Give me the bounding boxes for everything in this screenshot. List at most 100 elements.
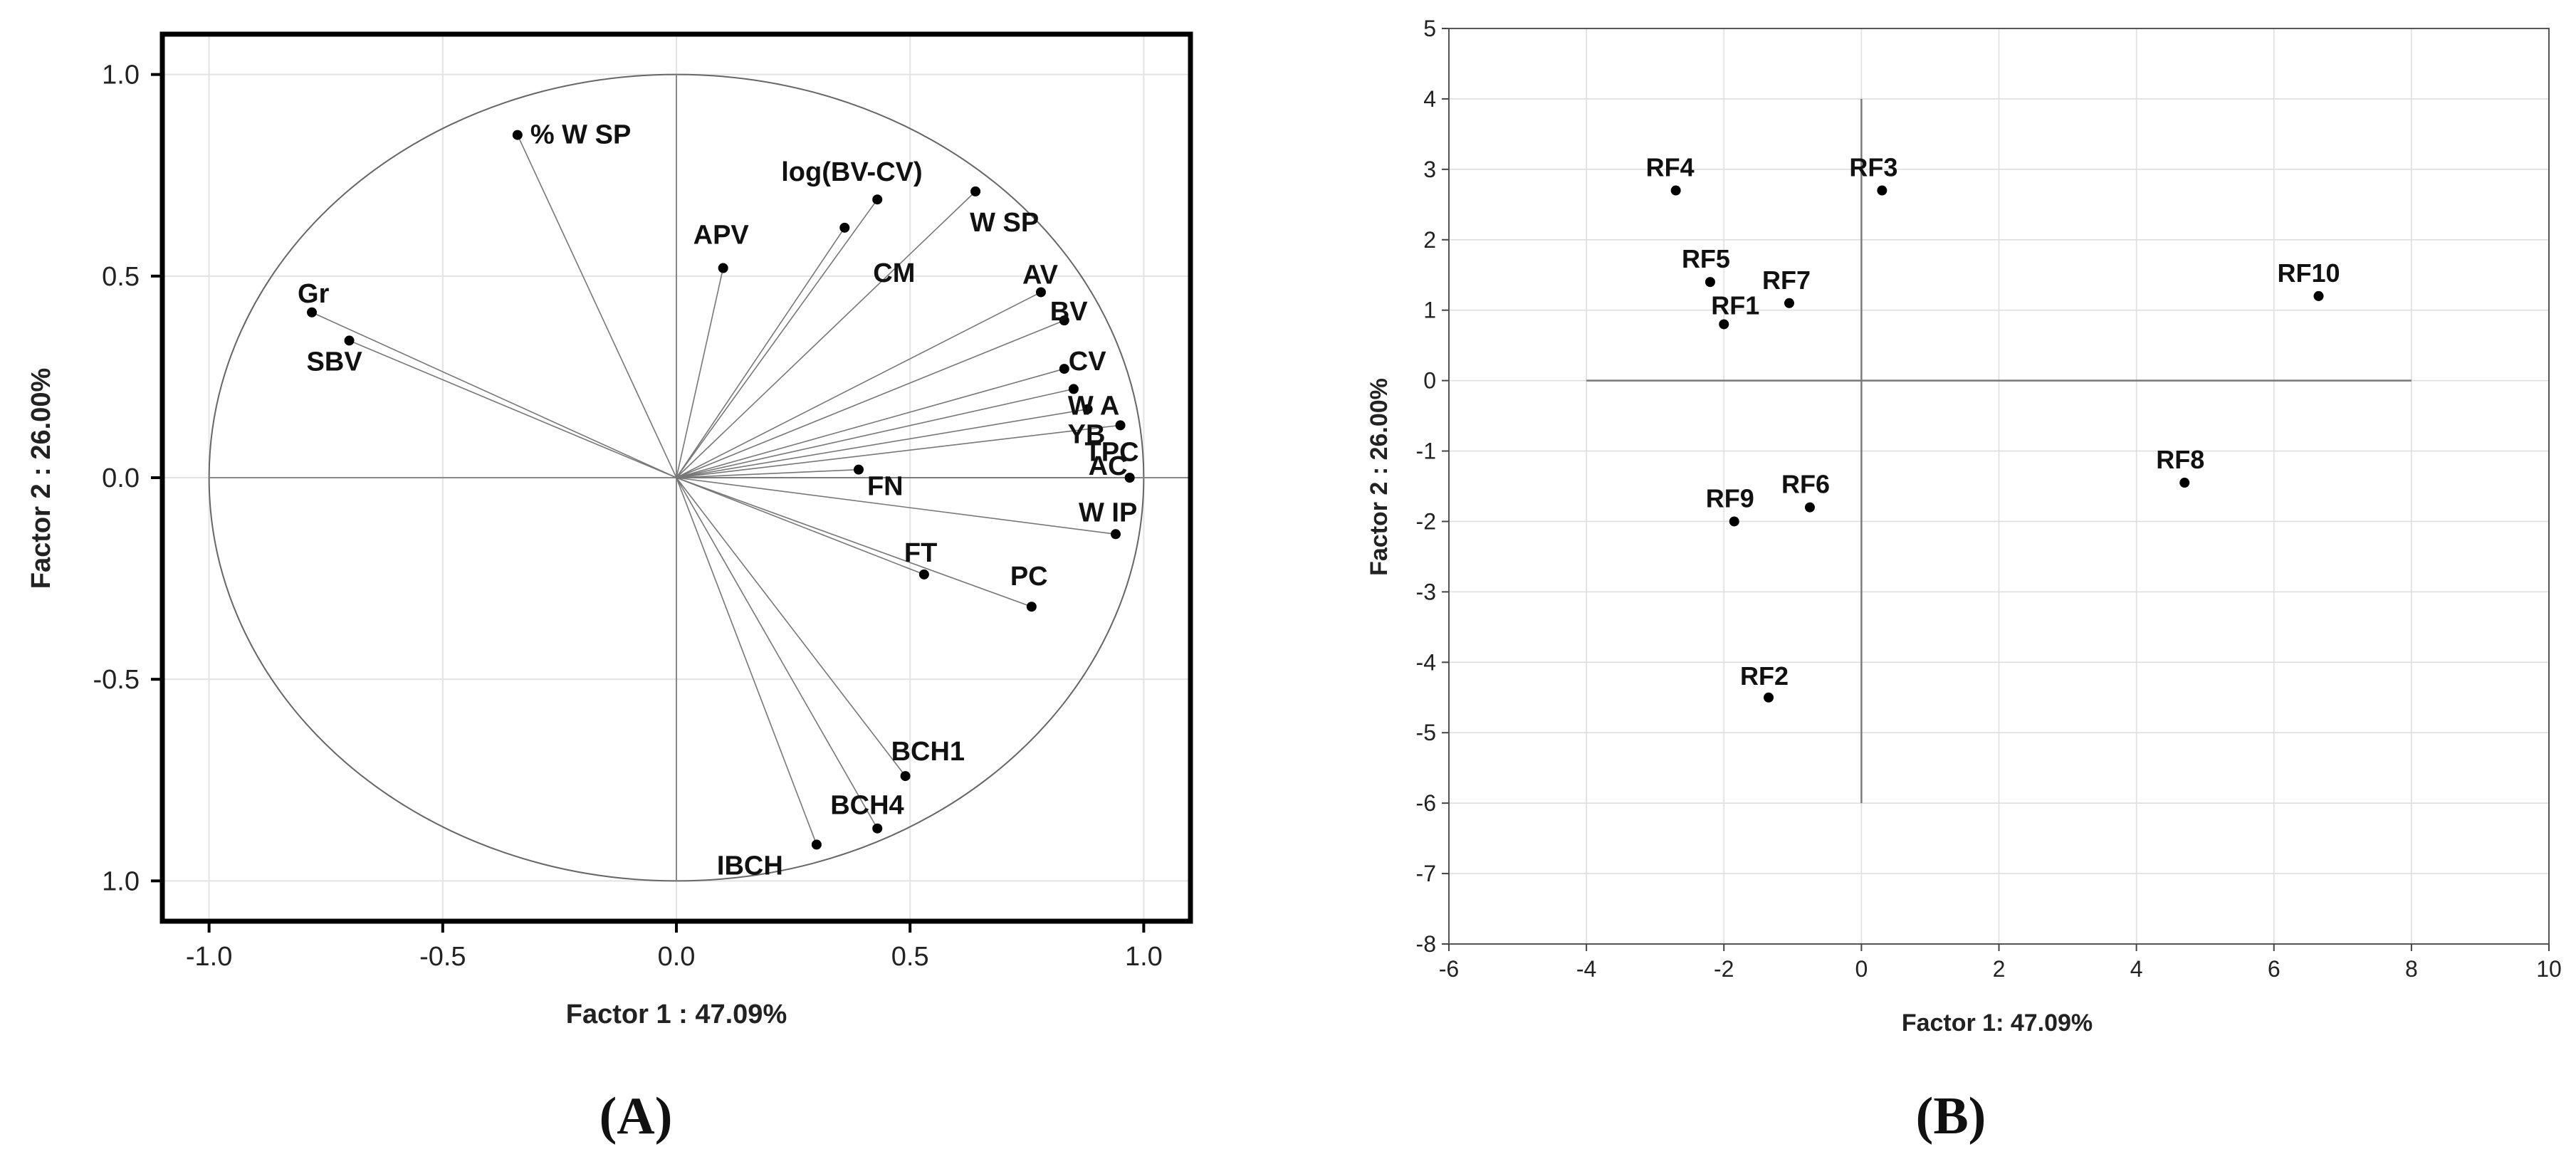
- panel-a-vector-ft: [676, 477, 925, 575]
- panel-a-y-tick-label: 0.5: [102, 262, 140, 292]
- panel-a-loading-plot: % W SP Gr SBV APV log(BV-CV) CM W SP AV BV CV W AY…: [26, 31, 1193, 1145]
- panel-a-point-bch1: [900, 771, 911, 782]
- panel-b-score-plot: RF1 RF2 RF3 RF4 RF5 RF6 RF7 RF8 RF9 RF10 -6 -4 -2 0 2…: [1366, 16, 2562, 1145]
- panel-a-vector-bch4: [676, 477, 878, 829]
- panel-b-label-rf3: RF3: [1849, 153, 1897, 182]
- panel-b-y-tick-label: 1: [1423, 298, 1436, 323]
- panel-a-point-wsp: [970, 186, 981, 196]
- panel-a-point-ft: [918, 569, 929, 579]
- panel-b-y-tick-label: 5: [1423, 16, 1436, 41]
- panel-a-loading-labels: % W SP Gr SBV APV log(BV-CV) CM W SP AV BV CV W AY…: [298, 120, 1139, 881]
- panel-a-label-yb: YB: [1068, 420, 1106, 450]
- panel-a-label-cm: CM: [873, 258, 915, 288]
- panel-b-label-rf10: RF10: [2278, 258, 2340, 288]
- panel-a-label-ft: FT: [904, 538, 937, 568]
- panel-b-score-labels: RF1 RF2 RF3 RF4 RF5 RF6 RF7 RF8 RF9 RF10: [1646, 153, 2340, 691]
- panel-a-point-apv: [718, 263, 728, 273]
- panel-b-label-rf1: RF1: [1711, 290, 1759, 320]
- panel-a-vector-cv: [676, 368, 1064, 478]
- panel-a-label-log-bv-cv-: log(BV-CV): [781, 157, 922, 187]
- panel-a-vector--wsp: [517, 135, 677, 478]
- panel-a-point-log-bv-cv-: [872, 194, 883, 205]
- panel-a-label-tpc: TPC: [1085, 437, 1139, 467]
- panel-a-point-tpc: [1115, 420, 1126, 431]
- panel-a-label-sbv: SBV: [307, 347, 363, 377]
- panel-a-vector-tpc: [676, 424, 1121, 478]
- panel-b-grid: [1448, 28, 2550, 945]
- panel-b-point-rf8: [2179, 478, 2190, 488]
- panel-a-vector-fn: [676, 468, 859, 478]
- panel-a-label-bch4: BCH4: [830, 791, 904, 821]
- panel-a-axis-ticks: -1.0 -0.5 0.0 0.5 1.0 1.0 0.5 0.0 -0.5 1.0: [93, 61, 1163, 972]
- panel-b-y-tick-label: -8: [1416, 931, 1436, 957]
- panel-b-label-rf8: RF8: [2156, 445, 2204, 474]
- panel-b-x-tick-label: -6: [1439, 956, 1459, 982]
- panel-a-y-tick-label: -0.5: [93, 665, 140, 695]
- panel-a-point-wa: [1068, 384, 1079, 394]
- panel-a-label-wsp: W SP: [970, 208, 1039, 238]
- panel-a-y-tick-label: 1.0: [102, 61, 140, 90]
- panel-b-point-rf9: [1729, 516, 1739, 527]
- panel-a-point-cv: [1059, 364, 1069, 374]
- panel-a-label-gr: Gr: [298, 279, 330, 309]
- panel-a-label-cv: CV: [1069, 347, 1106, 377]
- panel-a-label--wsp: % W SP: [530, 120, 631, 150]
- panel-b-x-axis-title: Factor 1: 47.09%: [1902, 1009, 2093, 1037]
- panel-b-x-tick-label: 10: [2536, 956, 2562, 982]
- panel-a-point-bch4: [872, 823, 883, 834]
- panel-a-point-av: [1035, 287, 1046, 298]
- panel-b-point-rf10: [2313, 290, 2324, 301]
- panel-a-x-axis-title: Factor 1 : 47.09%: [566, 1000, 787, 1029]
- panel-a-point-bv: [1059, 315, 1069, 326]
- panel-b-reference-lines: [1586, 98, 2412, 804]
- panel-a-point-ac: [1124, 473, 1135, 483]
- panel-a-label: (A): [600, 1087, 673, 1145]
- panel-a-label-bch1: BCH1: [891, 737, 965, 767]
- panel-a-label-ibch: IBCH: [717, 851, 783, 881]
- panel-a-label-wip: W IP: [1079, 498, 1137, 528]
- panel-b-y-tick-label: -4: [1416, 649, 1436, 675]
- panel-a-vector-cm: [676, 227, 845, 478]
- panel-b-label-rf6: RF6: [1781, 470, 1830, 499]
- panel-a-label-ac: AC: [1089, 451, 1128, 481]
- panel-b-y-axis-title: Factor 2 : 26.00%: [1366, 378, 1393, 576]
- panel-b-x-tick-label: 4: [2130, 956, 2143, 982]
- panel-b-y-tick-label: -7: [1416, 861, 1436, 886]
- panel-a-x-tick-label: 0.0: [658, 942, 696, 972]
- panel-a-vector-ibch: [676, 477, 817, 845]
- panel-a-point-sbv: [344, 335, 355, 346]
- panel-b-point-rf3: [1877, 185, 1888, 196]
- panel-b-y-tick-label: 4: [1423, 86, 1436, 112]
- panel-b-y-tick-label: -2: [1416, 508, 1436, 534]
- panel-b-y-tick-label: -5: [1416, 720, 1436, 745]
- panel-b-point-rf6: [1804, 502, 1815, 513]
- panel-b-score-points: [1670, 185, 2324, 703]
- panel-b-label-rf9: RF9: [1706, 483, 1754, 513]
- panel-b-label-rf5: RF5: [1682, 244, 1730, 273]
- panel-a-point-gr: [307, 307, 318, 318]
- panel-b-label-rf7: RF7: [1762, 266, 1811, 295]
- panel-a-label-wa: W A: [1068, 391, 1119, 421]
- panel-a-vector-bv: [676, 320, 1065, 478]
- panel-b-y-tick-label: 2: [1423, 227, 1436, 253]
- panel-a-x-tick-label: 0.5: [891, 942, 929, 972]
- panel-b-point-rf5: [1705, 277, 1715, 288]
- panel-b-point-rf2: [1764, 692, 1774, 703]
- panel-b-y-tick-label: -3: [1416, 579, 1436, 604]
- panel-b-x-tick-label: 2: [1993, 956, 2006, 982]
- panel-a-vector-yb: [676, 408, 1088, 478]
- panel-b-x-tick-label: 6: [2268, 956, 2281, 982]
- panel-b-x-tick-label: 0: [1855, 956, 1868, 982]
- panel-a-point-ibch: [811, 839, 822, 850]
- panel-a-point-fn: [853, 464, 864, 475]
- panel-b-x-tick-label: -4: [1576, 956, 1596, 982]
- panel-a-x-tick-label: -1.0: [186, 942, 232, 972]
- panel-a-loading-points: [307, 130, 1135, 850]
- panel-a-x-tick-label: -0.5: [419, 942, 466, 972]
- panel-a-x-tick-label: 1.0: [1125, 942, 1163, 972]
- panel-b-point-rf7: [1784, 298, 1794, 308]
- panel-a-label-bv: BV: [1050, 297, 1088, 327]
- panel-b-y-tick-label: -1: [1416, 439, 1436, 464]
- panel-a-vector-apv: [676, 268, 724, 478]
